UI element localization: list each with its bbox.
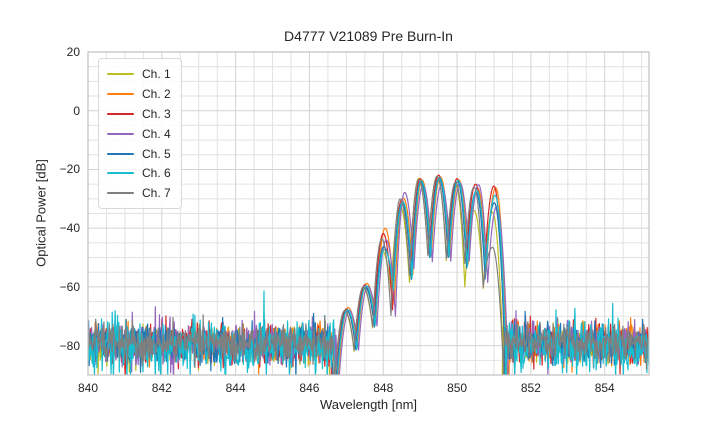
legend-label: Ch. 3 bbox=[142, 106, 171, 121]
legend-line-swatch bbox=[107, 132, 134, 135]
x-tick-label: 842 bbox=[151, 381, 172, 395]
legend-item: Ch. 1 bbox=[107, 64, 171, 84]
y-tick-label: 20 bbox=[66, 45, 80, 59]
legend-item: Ch. 6 bbox=[107, 163, 171, 183]
legend-label: Ch. 4 bbox=[142, 126, 171, 141]
x-axis-label: Wavelength [nm] bbox=[319, 397, 418, 412]
legend: Ch. 1 Ch. 2 Ch. 3 Ch. 4 Ch. 5 Ch. 6 Ch. 7 bbox=[98, 58, 182, 210]
legend-label: Ch. 7 bbox=[142, 186, 171, 201]
legend-item: Ch. 2 bbox=[107, 84, 171, 104]
legend-line-swatch bbox=[107, 92, 134, 95]
legend-item: Ch. 4 bbox=[107, 124, 171, 144]
trace-ch-6 bbox=[88, 177, 649, 375]
legend-label: Ch. 2 bbox=[142, 86, 171, 101]
y-tick-label: 0 bbox=[73, 103, 80, 118]
x-tick-label: 852 bbox=[520, 381, 541, 395]
legend-line-swatch bbox=[107, 172, 134, 175]
plot-border bbox=[87, 51, 650, 376]
x-tick-label: 854 bbox=[594, 381, 615, 395]
x-tick-label: 840 bbox=[77, 381, 99, 395]
x-tick-label: 846 bbox=[299, 381, 320, 395]
legend-item: Ch. 5 bbox=[107, 144, 171, 164]
legend-label: Ch. 1 bbox=[142, 66, 171, 81]
legend-line-swatch bbox=[107, 112, 134, 115]
y-tick-label: −40 bbox=[59, 221, 80, 236]
spectrum-traces bbox=[88, 174, 649, 375]
x-tick-label: 844 bbox=[225, 381, 246, 395]
x-tick-label: 848 bbox=[373, 381, 394, 395]
trace-ch-7 bbox=[88, 175, 649, 375]
legend-label: Ch. 6 bbox=[142, 166, 171, 181]
legend-label: Ch. 5 bbox=[142, 146, 171, 161]
legend-item: Ch. 7 bbox=[107, 183, 171, 203]
legend-line-swatch bbox=[107, 152, 134, 155]
x-tick-label: 850 bbox=[447, 381, 468, 395]
y-tick-label: −20 bbox=[59, 162, 80, 177]
legend-line-swatch bbox=[107, 72, 134, 75]
chart-title: D4777 V21089 Pre Burn-In bbox=[284, 28, 453, 44]
grid-minor bbox=[88, 52, 649, 375]
y-tick-label: −80 bbox=[59, 338, 80, 353]
legend-line-swatch bbox=[107, 192, 134, 195]
legend-item: Ch. 3 bbox=[107, 104, 171, 124]
y-tick-label: −60 bbox=[59, 279, 80, 294]
